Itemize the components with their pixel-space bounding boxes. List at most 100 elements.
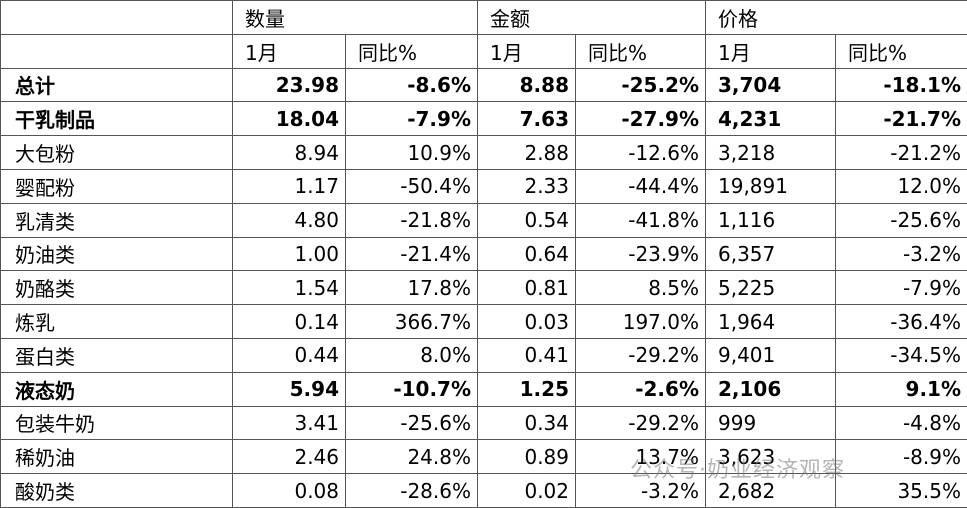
cell: 8.5% [576, 271, 706, 305]
corner-cell [1, 34, 233, 68]
cell: 35.5% [836, 474, 967, 508]
cell: 0.89 [478, 440, 576, 474]
cell: -27.9% [576, 102, 706, 136]
cell: 6,357 [706, 237, 836, 271]
cell: -2.6% [576, 372, 706, 406]
group-header: 数量 [233, 1, 478, 35]
cell: 2.88 [478, 136, 576, 170]
subheader: 1月 [706, 34, 836, 68]
header-row: 数量金额价格 [1, 1, 967, 35]
subheader: 同比% [576, 34, 706, 68]
cell: 9,401 [706, 338, 836, 372]
cell: 0.03 [478, 305, 576, 339]
cell: -7.9% [346, 102, 478, 136]
row-label: 稀奶油 [1, 440, 233, 474]
cell: 23.98 [233, 68, 346, 102]
row-label: 包装牛奶 [1, 406, 233, 440]
group-header: 价格 [706, 1, 967, 35]
cell: -28.6% [346, 474, 478, 508]
cell: -21.7% [836, 102, 967, 136]
cell: -8.9% [836, 440, 967, 474]
cell: 1.00 [233, 237, 346, 271]
cell: 24.8% [346, 440, 478, 474]
cell: 1.25 [478, 372, 576, 406]
cell: -8.6% [346, 68, 478, 102]
cell: -12.6% [576, 136, 706, 170]
cell: 0.08 [233, 474, 346, 508]
cell: -4.8% [836, 406, 967, 440]
cell: -21.2% [836, 136, 967, 170]
subheader: 同比% [836, 34, 967, 68]
cell: 0.41 [478, 338, 576, 372]
cell: 19,891 [706, 169, 836, 203]
cell: 0.54 [478, 203, 576, 237]
cell: 9.1% [836, 372, 967, 406]
cell: 0.02 [478, 474, 576, 508]
cell: -25.6% [346, 406, 478, 440]
cell: 0.81 [478, 271, 576, 305]
row-label: 总计 [1, 68, 233, 102]
cell: 3.41 [233, 406, 346, 440]
cell: -41.8% [576, 203, 706, 237]
row-label: 大包粉 [1, 136, 233, 170]
cell: 1.17 [233, 169, 346, 203]
row-label: 乳清类 [1, 203, 233, 237]
cell: 366.7% [346, 305, 478, 339]
row-label: 奶酪类 [1, 271, 233, 305]
cell: 5,225 [706, 271, 836, 305]
cell: -3.2% [576, 474, 706, 508]
cell: 13.7% [576, 440, 706, 474]
cell: 1,964 [706, 305, 836, 339]
subheader: 1月 [233, 34, 346, 68]
group-header: 金额 [478, 1, 706, 35]
cell: 0.14 [233, 305, 346, 339]
cell: 2,682 [706, 474, 836, 508]
row-label: 奶油类 [1, 237, 233, 271]
cell: -29.2% [576, 338, 706, 372]
cell: 0.34 [478, 406, 576, 440]
cell: 1,116 [706, 203, 836, 237]
cell: 2,106 [706, 372, 836, 406]
cell: 3,704 [706, 68, 836, 102]
cell: 999 [706, 406, 836, 440]
cell: 7.63 [478, 102, 576, 136]
cell: -44.4% [576, 169, 706, 203]
row-label: 婴配粉 [1, 169, 233, 203]
cell: 3,623 [706, 440, 836, 474]
cell: 4.80 [233, 203, 346, 237]
cell: -18.1% [836, 68, 967, 102]
row-label: 酸奶类 [1, 474, 233, 508]
cell: -29.2% [576, 406, 706, 440]
cell: 1.54 [233, 271, 346, 305]
cell: 3,218 [706, 136, 836, 170]
cell: -50.4% [346, 169, 478, 203]
cell: -25.2% [576, 68, 706, 102]
cell: 18.04 [233, 102, 346, 136]
cell: 0.64 [478, 237, 576, 271]
row-label: 液态奶 [1, 372, 233, 406]
cell: -21.8% [346, 203, 478, 237]
cell: -23.9% [576, 237, 706, 271]
cell: -3.2% [836, 237, 967, 271]
cell: -21.4% [346, 237, 478, 271]
subheader-row: 1月同比%1月同比%1月同比% [1, 34, 967, 68]
cell: 17.8% [346, 271, 478, 305]
row-label: 炼乳 [1, 305, 233, 339]
row-label: 干乳制品 [1, 102, 233, 136]
